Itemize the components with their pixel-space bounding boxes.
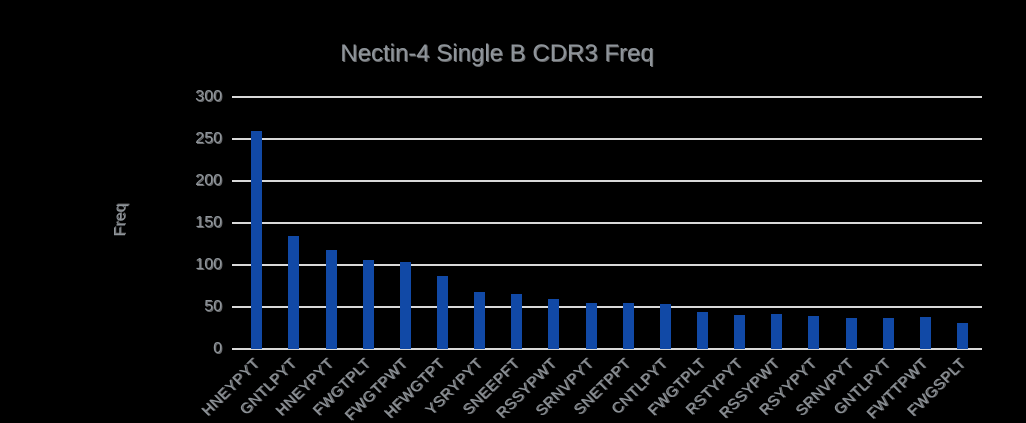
y-tick-label: 100: [195, 256, 222, 273]
bar: [251, 130, 263, 349]
bar: [288, 235, 300, 349]
bar: [919, 317, 931, 349]
gridline: [232, 222, 982, 224]
y-tick-label: 250: [195, 130, 222, 147]
y-tick-label: 200: [195, 172, 222, 189]
y-tick-label: 150: [195, 214, 222, 231]
bar: [325, 249, 337, 349]
y-tick-label: 0: [213, 340, 222, 357]
y-axis-label: Freq: [112, 203, 129, 237]
gridline: [232, 348, 982, 350]
y-tick-label: 50: [204, 298, 222, 315]
bar: [882, 317, 894, 349]
bar: [771, 313, 783, 349]
bar: [734, 314, 746, 349]
bar: [808, 316, 820, 349]
gridline: [232, 180, 982, 182]
bar: [585, 302, 597, 349]
bar: [362, 259, 374, 349]
bar: [622, 302, 634, 349]
bar: [548, 299, 560, 349]
bar: [436, 275, 448, 349]
gridline: [232, 306, 982, 308]
bar: [957, 322, 969, 349]
bar: [697, 312, 708, 349]
gridline: [232, 138, 982, 140]
gridline: [232, 96, 982, 98]
bar: [845, 317, 857, 349]
chart-title: Nectin-4 Single B CDR3 Freq: [340, 40, 654, 67]
bar: [659, 304, 671, 349]
bar: [399, 262, 411, 349]
bar: [474, 291, 486, 349]
bar: [511, 293, 523, 349]
plot-area[interactable]: [232, 96, 982, 350]
y-tick-label: 300: [195, 88, 222, 105]
gridline: [232, 264, 982, 266]
